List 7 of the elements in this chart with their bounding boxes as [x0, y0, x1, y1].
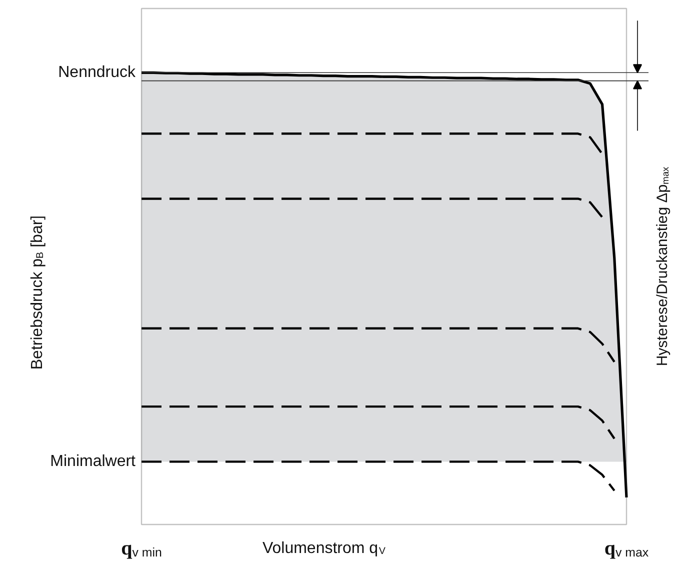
ref-line-label: Nenndruck	[58, 64, 136, 82]
x-tick-label: qv max	[604, 538, 650, 560]
band-label: Minimalwert	[50, 453, 136, 470]
y-axis-title: Betriebsdruck pB [bar]	[29, 215, 46, 370]
x-tick-label: qv min	[121, 538, 162, 560]
x-axis-title: Volumenstrom qV	[262, 540, 386, 558]
y2-axis-title: Hysterese/Druckanstieg Δpmax	[654, 166, 671, 366]
